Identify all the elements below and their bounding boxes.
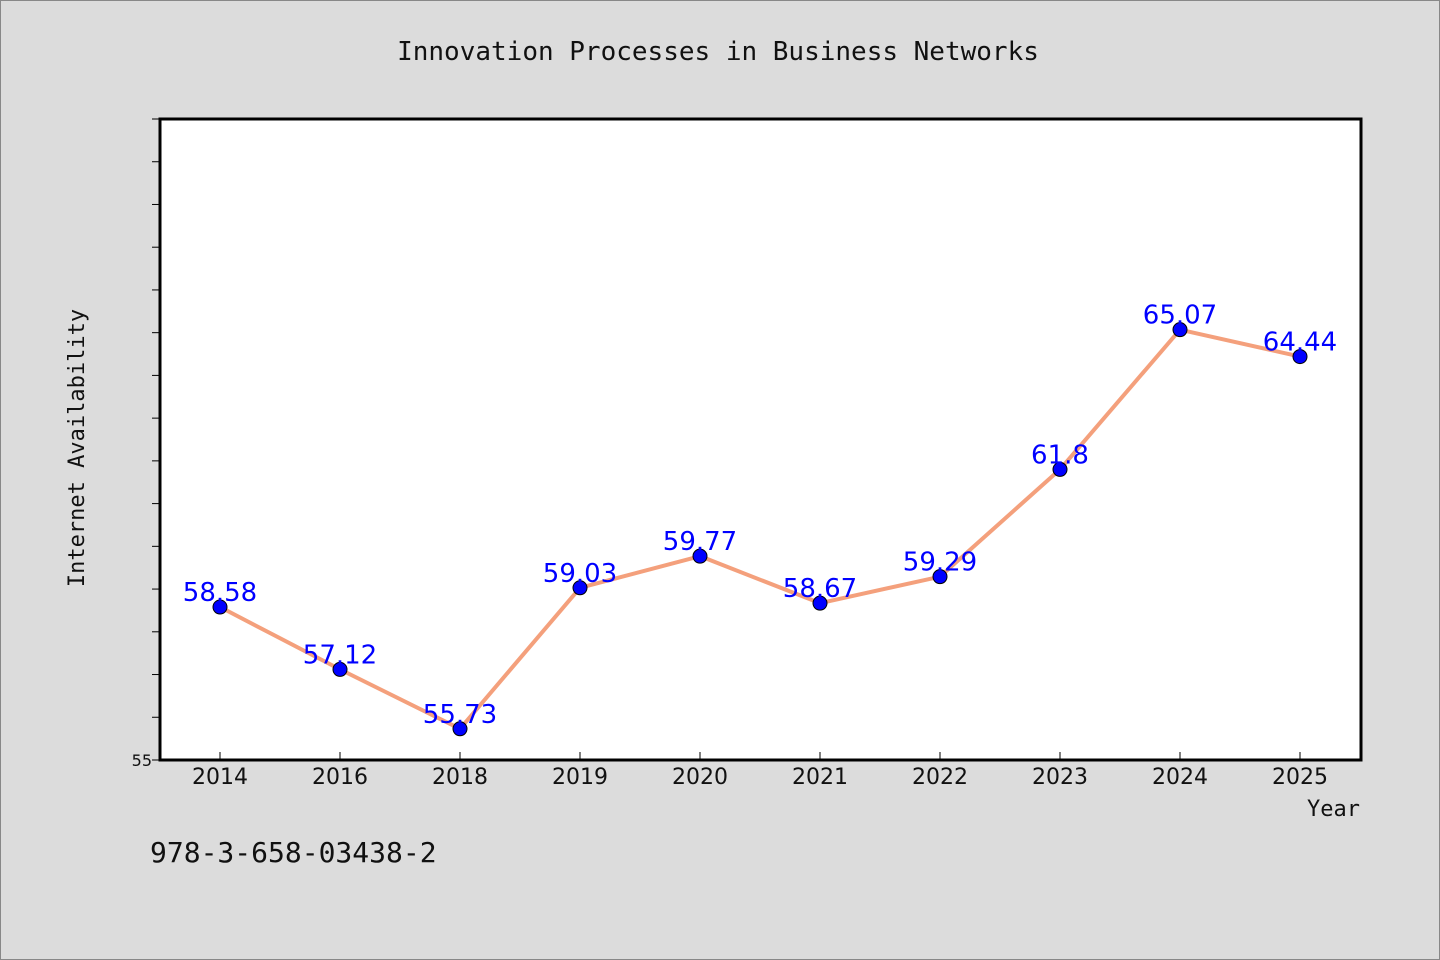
- y-tick-label: 55: [132, 751, 152, 770]
- data-point: [692, 548, 708, 564]
- y-axis-ticks: 55: [132, 118, 160, 770]
- data-point: [452, 721, 468, 737]
- plot-area: [158, 117, 1363, 762]
- data-label: 61.8: [1031, 440, 1089, 470]
- x-tick-label: 2024: [1152, 765, 1208, 790]
- x-tick-label: 2022: [912, 765, 968, 790]
- data-label: 59.29: [903, 548, 977, 578]
- data-point: [1052, 461, 1068, 477]
- x-tick-label: 2021: [792, 765, 848, 790]
- data-point: [212, 599, 228, 615]
- x-tick-label: 2023: [1032, 765, 1088, 790]
- data-label: 58.67: [783, 574, 857, 604]
- data-label: 59.77: [663, 527, 737, 557]
- data-point: [932, 569, 948, 585]
- data-labels: 58.58 57.12 55.73 59.03 59.77 58.67 59.29 61.8 6…: [183, 301, 1337, 730]
- x-tick-label: 2019: [552, 765, 608, 790]
- data-label: 57.12: [303, 640, 377, 670]
- data-label: 58.58: [183, 578, 257, 608]
- data-point: [1172, 322, 1188, 338]
- x-tick-label: 2018: [432, 765, 488, 790]
- x-tick-label: 2025: [1272, 765, 1328, 790]
- data-label: 59.03: [543, 559, 617, 589]
- x-tick-label: 2014: [192, 765, 248, 790]
- series-line: [219, 327, 1301, 731]
- series-line-group: [219, 327, 1301, 731]
- x-tick-label: 2020: [672, 765, 728, 790]
- data-point: [812, 595, 828, 611]
- data-markers: [212, 322, 1308, 737]
- x-axis-ticks: 2014 2016 2018 2019 2020 2021 2022 2023 2024 2025: [192, 752, 1328, 790]
- y-axis-label: Internet Availability: [65, 309, 90, 587]
- x-axis-label: Year: [1307, 797, 1360, 822]
- data-point: [332, 661, 348, 677]
- data-label: 55.73: [423, 700, 497, 730]
- isbn-text: 978-3-658-03438-2: [150, 836, 437, 869]
- data-point: [572, 580, 588, 596]
- chart-title: Innovation Processes in Business Network…: [397, 37, 1039, 67]
- data-label: 65.07: [1143, 301, 1217, 331]
- data-point: [1292, 349, 1308, 365]
- data-label: 64.44: [1263, 328, 1337, 358]
- x-tick-label: 2016: [312, 765, 368, 790]
